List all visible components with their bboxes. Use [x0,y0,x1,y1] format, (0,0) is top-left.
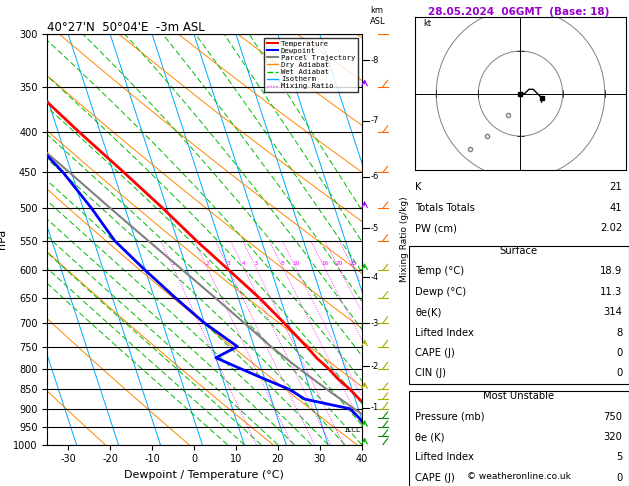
Text: kt: kt [423,18,431,28]
Text: -1: -1 [370,403,379,413]
Text: -8: -8 [370,56,379,65]
Bar [409,391,629,486]
Text: 0: 0 [616,368,623,379]
Text: CAPE (J): CAPE (J) [415,473,455,483]
Text: Surface: Surface [500,246,538,256]
Text: θe(K): θe(K) [415,307,442,317]
Text: Lifted Index: Lifted Index [415,452,474,463]
Text: 320: 320 [603,432,623,442]
Text: 11.3: 11.3 [600,287,623,297]
Text: 0: 0 [616,473,623,483]
Text: -5: -5 [370,224,379,233]
Text: CAPE (J): CAPE (J) [415,348,455,358]
Y-axis label: hPa: hPa [0,229,8,249]
Text: 25: 25 [350,260,357,266]
Text: 0: 0 [616,348,623,358]
Text: 8: 8 [616,328,623,338]
Text: 18.9: 18.9 [600,266,623,277]
Text: 2: 2 [206,260,209,266]
Text: K: K [415,182,422,192]
Text: Totals Totals: Totals Totals [415,203,476,213]
Bar [409,246,629,384]
Text: -4: -4 [370,273,379,282]
Text: -7: -7 [370,116,379,125]
X-axis label: Dewpoint / Temperature (°C): Dewpoint / Temperature (°C) [125,470,284,480]
Text: km
ASL: km ASL [370,6,386,26]
Text: Pressure (mb): Pressure (mb) [415,412,485,422]
Text: © weatheronline.co.uk: © weatheronline.co.uk [467,472,571,481]
Text: 40°27'N  50°04'E  -3m ASL: 40°27'N 50°04'E -3m ASL [47,21,205,34]
Text: 5: 5 [254,260,258,266]
Text: Most Unstable: Most Unstable [483,391,555,401]
Text: Mixing Ratio (g/kg): Mixing Ratio (g/kg) [399,196,409,282]
Legend: Temperature, Dewpoint, Parcel Trajectory, Dry Adiabat, Wet Adiabat, Isotherm, Mi: Temperature, Dewpoint, Parcel Trajectory… [264,37,358,92]
Text: 20: 20 [335,260,343,266]
Text: -3: -3 [370,318,379,328]
Text: -6: -6 [370,173,379,181]
Text: 1: 1 [172,260,175,266]
Text: 1LCL: 1LCL [343,427,360,433]
Text: 41: 41 [610,203,623,213]
Text: 8: 8 [281,260,285,266]
Text: CIN (J): CIN (J) [415,368,447,379]
Text: Temp (°C): Temp (°C) [415,266,465,277]
Text: Dewp (°C): Dewp (°C) [415,287,467,297]
Text: Lifted Index: Lifted Index [415,328,474,338]
Text: 750: 750 [603,412,623,422]
Text: PW (cm): PW (cm) [415,223,457,233]
Text: 21: 21 [610,182,623,192]
Text: 16: 16 [321,260,328,266]
Text: 4: 4 [242,260,246,266]
Text: 314: 314 [603,307,623,317]
Text: θe (K): θe (K) [415,432,445,442]
Text: -2: -2 [370,362,379,371]
Text: 28.05.2024  06GMT  (Base: 18): 28.05.2024 06GMT (Base: 18) [428,7,610,17]
Text: 10: 10 [292,260,300,266]
Text: 3: 3 [226,260,230,266]
Text: 5: 5 [616,452,623,463]
Text: 2.02: 2.02 [600,223,623,233]
